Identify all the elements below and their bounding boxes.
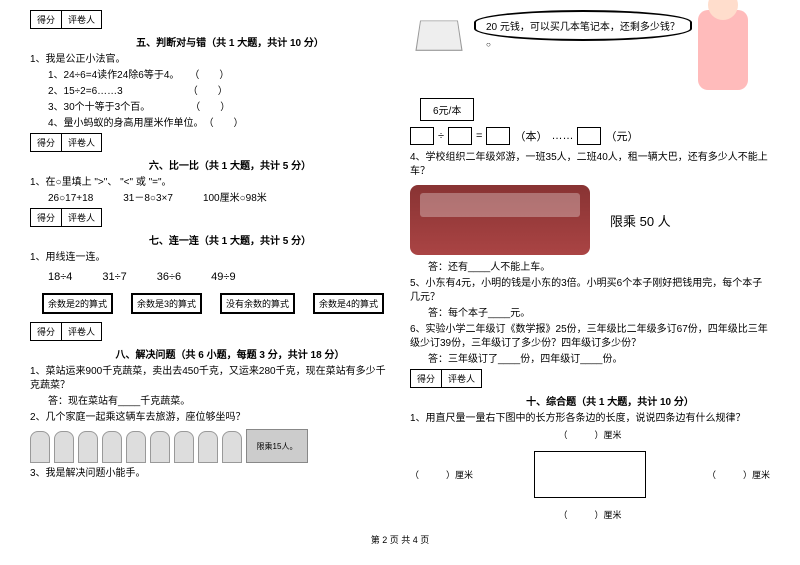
answer-boxes: 余数是2的算式 余数是3的算式 没有余数的算式 余数是4的算式 (42, 293, 390, 314)
s5-i4: 4、量小蚂蚁的身高用厘米作单位。 (48, 118, 199, 129)
section6-title: 六、比一比（共 1 大题，共计 5 分） (70, 157, 390, 172)
people-illustration: 限乘15人。 (30, 429, 390, 463)
rect-diagram-wrap: （ ）厘米 （ ）厘米 (410, 445, 770, 504)
thought-bubble: 20 元钱，可以买几本笔记本，还剩多少钱？ (474, 10, 692, 41)
paren: （ ） (209, 118, 244, 129)
expr1: 18÷4 (48, 271, 72, 283)
score-box: 得分评卷人 (30, 10, 102, 29)
box-r0: 没有余数的算式 (220, 293, 295, 314)
equation-line: ÷=（本）……（元） (410, 127, 770, 145)
blank-box (410, 127, 434, 145)
score-box: 得分评卷人 (410, 369, 482, 388)
right-label: （ ）厘米 (707, 468, 770, 481)
person-icon (30, 431, 50, 463)
s5-i2: 2、15÷2=6……3 (48, 86, 123, 97)
page-footer: 第 2 页 共 4 页 (30, 533, 770, 546)
expr2: 31÷7 (102, 271, 126, 283)
rectangle (534, 451, 646, 498)
division-row: 18÷4 31÷7 36÷6 49÷9 (48, 271, 390, 283)
expr3: 36÷6 (157, 271, 181, 283)
expr4: 49÷9 (211, 271, 235, 283)
bus-big-icon (410, 185, 590, 255)
q7-intro: 1、用线连一连。 (30, 251, 390, 265)
top-label: （ ）厘米 (410, 428, 770, 441)
person-icon (222, 431, 242, 463)
r-q4: 4、学校组织二年级郊游，一班35人，二班40人，租一辆大巴，还有多少人不能上车？ (410, 151, 770, 179)
s8-q3: 3、我是解决问题小能手。 (30, 467, 390, 481)
cmp-c: 100厘米○98米 (203, 193, 267, 204)
score-box: 得分评卷人 (30, 208, 102, 227)
score-box: 得分评卷人 (30, 133, 102, 152)
person-icon (150, 431, 170, 463)
section8-title: 八、解决问题（共 6 小题，每题 3 分，共计 18 分） (70, 346, 390, 361)
blank-box (577, 127, 601, 145)
r-q5: 5、小东有4元，小明的钱是小东的3倍。小明买6个本子刚好把钱用完，每个本子几元？ (410, 277, 770, 305)
s10-q1: 1、用直尺量一量右下图中的长方形各条边的长度，说说四条边有什么规律？ (410, 412, 770, 426)
s5-i1: 1、24÷6=4读作24除6等于4。 (48, 70, 174, 81)
girl-icon (698, 10, 748, 90)
grader-cell: 评卷人 (62, 11, 101, 28)
seat-limit: 限乘 50 人 (610, 211, 671, 230)
r-a6: 答：三年级订了____份，四年级订____份。 (410, 353, 770, 367)
box-r4: 余数是4的算式 (313, 293, 384, 314)
paren: （ ） (193, 86, 228, 97)
box-r3: 余数是3的算式 (131, 293, 202, 314)
s8-q2: 2、几个家庭一起乘这辆车去旅游，座位够坐吗？ (30, 411, 390, 425)
paren: （ ） (194, 70, 229, 81)
bottom-label: （ ）厘米 (410, 508, 770, 521)
bus-row: 限乘 50 人 (410, 181, 770, 259)
paren: （ ） (195, 102, 230, 113)
right-column: 20 元钱，可以买几本笔记本，还剩多少钱？ 6元/本 ÷=（本）……（元） 4、… (410, 10, 770, 521)
section5-title: 五、判断对与错（共 1 大题，共计 10 分） (70, 34, 390, 49)
box-r2: 余数是2的算式 (42, 293, 113, 314)
r-q6: 6、实验小学二年级订《数学报》25份，三年级比二年级多订67份，四年级比三年级少… (410, 323, 770, 351)
s8-a1: 答：现在菜站有____千克蔬菜。 (30, 395, 390, 409)
price-box: 6元/本 (420, 98, 474, 121)
person-icon (198, 431, 218, 463)
q6-intro: 1、在○里填上 ">"、 "<" 或 "="。 (30, 176, 390, 190)
person-icon (174, 431, 194, 463)
person-icon (126, 431, 146, 463)
r-a5: 答：每个本子____元。 (410, 307, 770, 321)
q5-intro: 1、我是公正小法官。 (30, 53, 390, 67)
score-cell: 得分 (31, 11, 62, 28)
left-label: （ ）厘米 (410, 468, 473, 481)
person-icon (102, 431, 122, 463)
blank-box (486, 127, 510, 145)
cmp-a: 26○17+18 (48, 193, 93, 204)
bus-small-icon: 限乘15人。 (246, 429, 308, 463)
person-icon (54, 431, 74, 463)
s8-q1: 1、菜站运来900千克蔬菜，卖出去450千克，又运来280千克，现在菜站有多少千… (30, 365, 390, 393)
cmp-b: 31－8○3×7 (123, 193, 173, 204)
section7-title: 七、连一连（共 1 大题，共计 5 分） (70, 232, 390, 247)
r-a4: 答：还有____人不能上车。 (410, 261, 770, 275)
person-icon (78, 431, 98, 463)
blank-box (448, 127, 472, 145)
left-column: 得分评卷人 五、判断对与错（共 1 大题，共计 10 分） 1、我是公正小法官。… (30, 10, 390, 521)
book-problem: 20 元钱，可以买几本笔记本，还剩多少钱？ (410, 10, 770, 90)
book-icon (415, 20, 462, 50)
section10-title: 十、综合题（共 1 大题，共计 10 分） (450, 393, 770, 408)
s5-i3: 3、30个十等于3个百。 (48, 102, 145, 113)
score-box: 得分评卷人 (30, 322, 102, 341)
